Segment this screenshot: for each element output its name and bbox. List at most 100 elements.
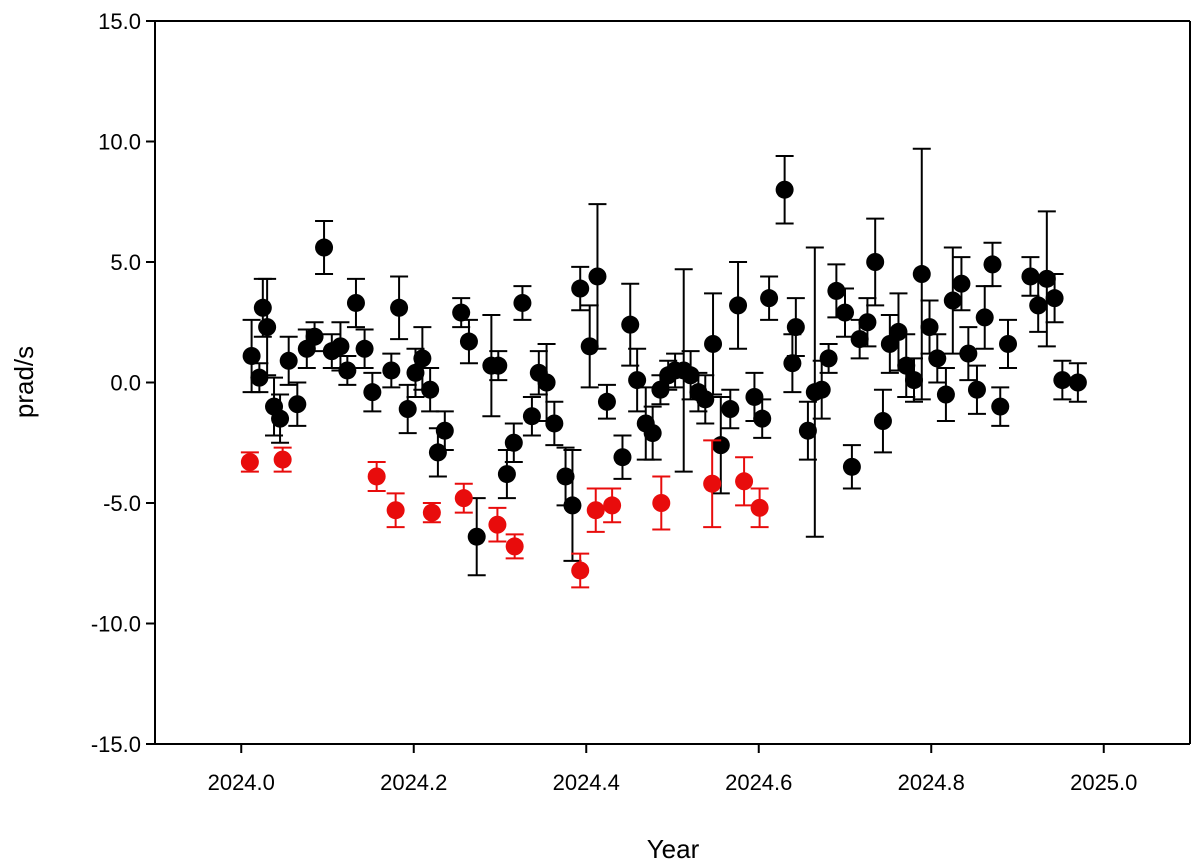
data-point (355, 339, 374, 358)
data-point (681, 366, 700, 385)
data-point (967, 380, 986, 399)
data-point (652, 494, 671, 512)
data-point (258, 318, 277, 337)
plot-area (240, 147, 1087, 589)
data-point (505, 537, 524, 556)
data-point (729, 296, 748, 315)
data-point (279, 351, 298, 370)
data-point (704, 334, 723, 353)
data-point (571, 279, 590, 298)
series-black (242, 147, 1087, 577)
data-point (537, 373, 556, 392)
data-point (556, 467, 575, 486)
data-point (812, 380, 831, 399)
data-point (452, 303, 471, 322)
data-point (413, 349, 432, 368)
data-point (889, 322, 908, 341)
data-point (613, 448, 632, 467)
data-point (563, 496, 582, 515)
data-point (628, 371, 647, 390)
data-point (315, 238, 334, 257)
data-point (858, 313, 877, 332)
y-tick-label: 0.0 (110, 371, 141, 396)
data-point (1029, 296, 1048, 315)
data-point (1053, 371, 1072, 390)
x-tick-label: 2024.2 (380, 770, 447, 795)
data-point (346, 293, 365, 312)
data-point (497, 465, 516, 484)
series-red (240, 439, 769, 589)
x-axis-title: Year (647, 834, 700, 864)
data-point (588, 267, 607, 286)
data-point (273, 450, 292, 469)
data-point (928, 349, 947, 368)
data-point (488, 515, 507, 534)
data-point (836, 303, 854, 322)
y-tick-label: -10.0 (91, 612, 141, 637)
x-tick-label: 2024.4 (553, 770, 620, 795)
data-point (621, 315, 640, 334)
data-point (367, 467, 386, 486)
x-tick-label: 2024.8 (898, 770, 965, 795)
data-point (603, 496, 622, 515)
data-point (1021, 267, 1040, 286)
data-point (721, 400, 740, 419)
data-point (580, 337, 599, 356)
data-point (696, 390, 715, 409)
data-point (522, 407, 541, 426)
y-tick-label: 10.0 (98, 130, 141, 155)
data-point (750, 498, 769, 517)
data-point (999, 334, 1018, 353)
data-point (745, 387, 764, 406)
data-point (897, 356, 916, 375)
data-point (253, 298, 272, 317)
data-point (331, 337, 350, 356)
y-tick-label: -5.0 (103, 491, 141, 516)
y-axis-title: prad/s (9, 346, 39, 418)
data-point (735, 472, 754, 491)
data-point (406, 363, 425, 382)
data-point (819, 349, 838, 368)
data-point (798, 421, 817, 440)
data-point (338, 361, 357, 380)
data-point (242, 346, 261, 365)
data-point (545, 414, 564, 433)
data-point (454, 489, 473, 508)
data-point (240, 453, 259, 472)
data-point (428, 443, 447, 462)
y-tick-label: 15.0 (98, 9, 141, 34)
data-point (435, 421, 454, 440)
data-point (250, 368, 269, 387)
data-point (753, 409, 772, 428)
data-point (866, 253, 885, 271)
data-point (513, 293, 532, 312)
data-point (305, 327, 324, 346)
data-point (421, 380, 440, 399)
data-point (386, 501, 405, 520)
data-point (775, 180, 794, 199)
data-point (586, 501, 605, 520)
x-tick-label: 2024.0 (208, 770, 275, 795)
data-point (760, 289, 779, 308)
x-tick-label: 2025.0 (1070, 770, 1137, 795)
data-point (571, 561, 590, 580)
data-point (827, 281, 846, 300)
data-point (459, 332, 478, 351)
data-point (1068, 373, 1087, 392)
data-point (398, 400, 417, 419)
data-point (920, 318, 939, 337)
data-point (504, 433, 523, 452)
data-point (288, 395, 307, 414)
data-point (936, 385, 955, 404)
data-point (959, 344, 978, 363)
data-point (983, 255, 1002, 274)
data-point (1037, 269, 1056, 288)
data-point (271, 409, 290, 428)
data-point (703, 474, 722, 493)
y-tick-label: -15.0 (91, 732, 141, 757)
data-point (952, 274, 971, 293)
axes: 15.0 10.0 5.0 0.0 -5.0 -10.0 -15.0 2024.0 2024.2… (91, 9, 1191, 795)
data-point (422, 503, 441, 522)
data-point (943, 291, 962, 310)
